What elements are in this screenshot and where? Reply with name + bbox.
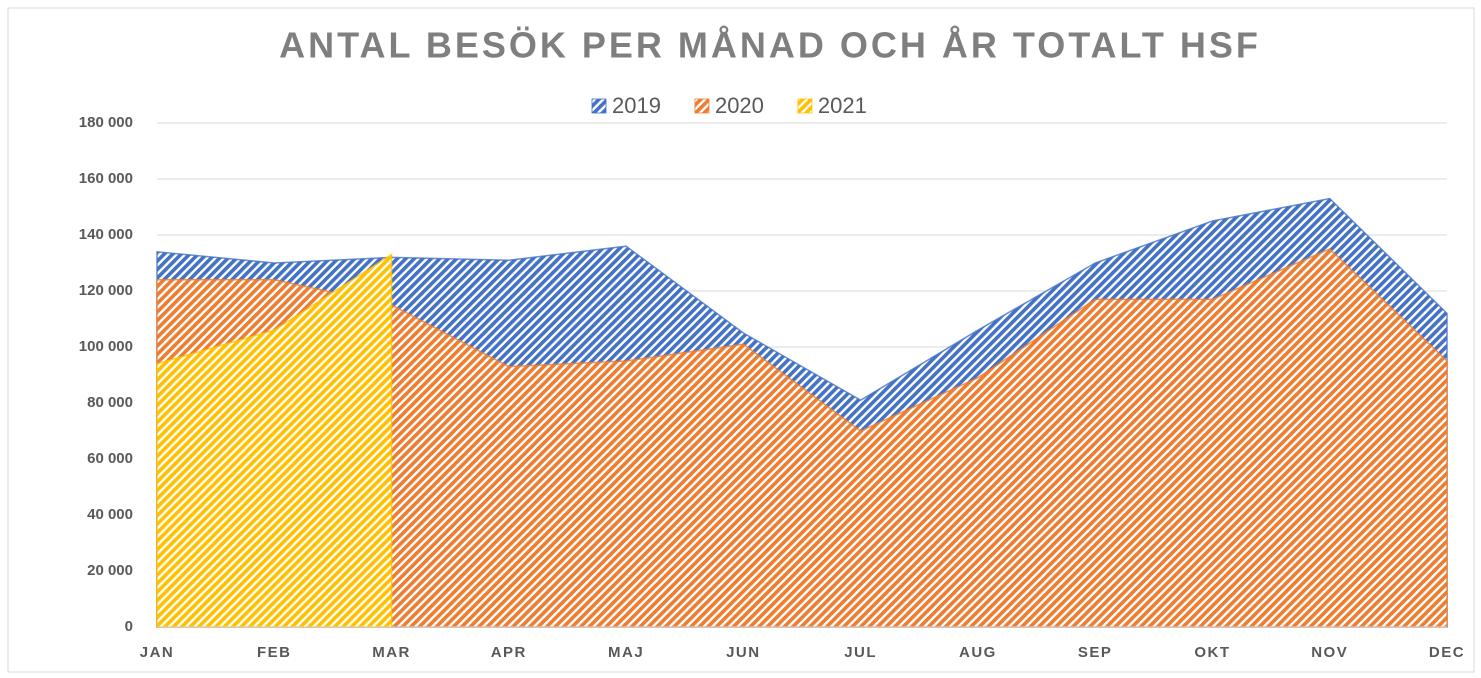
legend-label: 2019 [612, 93, 661, 118]
y-tick-label: 180 000 [79, 114, 133, 131]
y-tick-label: 60 000 [87, 450, 133, 467]
chart-title: ANTAL BESÖK PER MÅNAD OCH ÅR TOTALT HSF [279, 25, 1261, 66]
x-tick-label: AUG [959, 644, 997, 661]
y-tick-label: 100 000 [79, 338, 133, 355]
x-tick-label: MAJ [608, 644, 644, 661]
x-tick-label: JUN [726, 644, 761, 661]
x-tick-label: OKT [1194, 644, 1230, 661]
y-tick-label: 0 [125, 618, 133, 635]
y-tick-label: 140 000 [79, 226, 133, 243]
x-tick-label: JUL [844, 644, 877, 661]
x-tick-label: APR [491, 644, 527, 661]
y-tick-label: 20 000 [87, 562, 133, 579]
legend-swatch [591, 98, 607, 114]
x-tick-label: DEC [1429, 644, 1465, 661]
x-tick-label: FEB [257, 644, 292, 661]
x-tick-label: JAN [140, 644, 175, 661]
legend-swatch [694, 98, 710, 114]
legend-label: 2021 [818, 93, 867, 118]
legend-label: 2020 [715, 93, 764, 118]
area [156, 248, 1448, 628]
y-tick-label: 80 000 [87, 394, 133, 411]
legend-swatch [797, 98, 813, 114]
x-tick-label: NOV [1311, 644, 1348, 661]
x-tick-label: SEP [1078, 644, 1113, 661]
y-tick-label: 40 000 [87, 506, 133, 523]
y-tick-label: 120 000 [79, 282, 133, 299]
x-tick-label: MAR [372, 644, 411, 661]
y-tick-label: 160 000 [79, 170, 133, 187]
